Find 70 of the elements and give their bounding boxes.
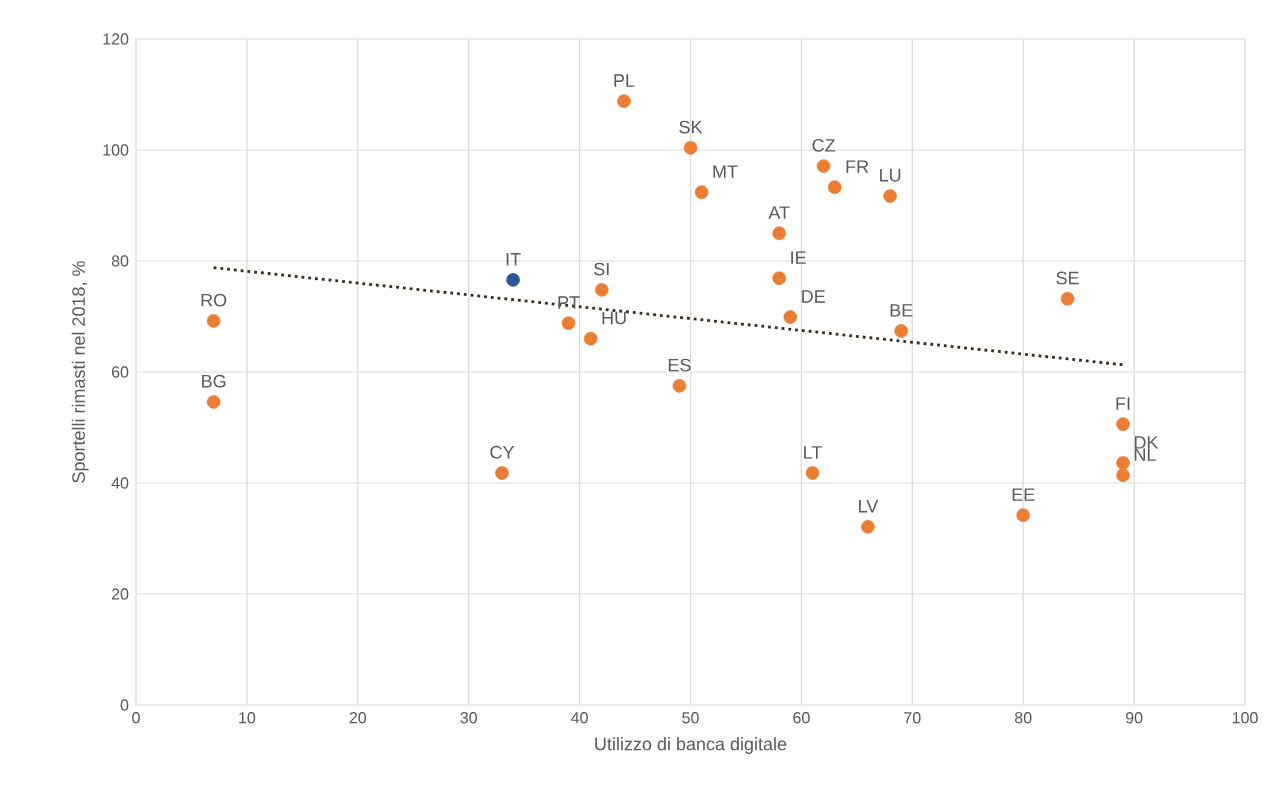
y-tick-label: 120: [103, 33, 129, 45]
point: [617, 94, 631, 108]
point: [683, 140, 698, 155]
point: [594, 283, 609, 297]
point: [495, 466, 509, 480]
annotation: IT: [506, 253, 521, 266]
point: [772, 271, 787, 286]
point: [1060, 291, 1075, 306]
point: [883, 189, 897, 203]
x-tick-label: 50: [682, 712, 699, 724]
annotation: NL: [1134, 448, 1156, 461]
point: [1116, 417, 1130, 431]
annotation: FI: [1116, 397, 1130, 410]
x-tick-label: 70: [904, 712, 921, 724]
point: [894, 324, 909, 338]
x-tick-label: 60: [793, 712, 810, 724]
annotation: BG: [202, 374, 226, 388]
point: [694, 185, 709, 199]
annotation: SK: [679, 120, 703, 134]
annotation: SE: [1056, 271, 1079, 285]
point: [206, 314, 221, 328]
point: [783, 310, 798, 324]
annotation: IE: [791, 251, 806, 264]
annotation: HU: [602, 311, 626, 325]
annotation: EE: [1012, 488, 1035, 501]
annotation: LV: [859, 500, 879, 513]
annotation: DK: [1134, 436, 1159, 449]
y-tick-label: 0: [120, 699, 129, 711]
point: [816, 159, 831, 173]
annotation: LT: [804, 446, 822, 459]
y-tick-label: 80: [111, 255, 129, 267]
x-tick-label: 20: [349, 712, 367, 724]
annotation: MT: [713, 165, 738, 178]
point: [772, 226, 787, 241]
x-tick-label: 10: [239, 712, 256, 724]
y-tick-label: 40: [111, 477, 129, 489]
x-tick-label: 100: [1232, 712, 1258, 724]
point: [827, 180, 842, 194]
y-tick-label: 60: [111, 366, 129, 378]
annotation: FR: [846, 160, 869, 173]
point: [1116, 456, 1130, 470]
point: [672, 379, 687, 393]
point: [861, 520, 875, 534]
x-tick-label: 80: [1014, 712, 1032, 724]
annotation: LU: [880, 169, 901, 182]
point: [1116, 468, 1130, 483]
annotation: ES: [668, 358, 691, 372]
x-tick-label: 40: [571, 712, 588, 724]
annotation: CY: [490, 445, 515, 459]
x-axis-title: Utilizzo di banca digitale: [595, 737, 787, 754]
point: [583, 331, 598, 346]
annotation: DE: [802, 290, 825, 303]
point: [206, 395, 221, 409]
x-tick-label: 0: [132, 712, 140, 724]
annotation: BE: [890, 304, 913, 317]
point: [506, 273, 520, 287]
annotation: RO: [201, 293, 227, 307]
y-tick-label: 20: [111, 588, 129, 600]
annotation: PL: [614, 74, 635, 87]
annotation: CZ: [812, 138, 836, 152]
annotation: PT: [558, 296, 580, 309]
x-tick-label: 30: [460, 712, 477, 724]
point: [1016, 508, 1030, 522]
y-tick-label: 100: [103, 144, 129, 156]
y-axis-title: Sportelli rimasti nel 2018, %: [71, 261, 89, 483]
point: [561, 316, 576, 330]
annotation: AT: [768, 206, 790, 219]
point: [805, 466, 820, 480]
x-tick-label: 90: [1125, 712, 1143, 724]
annotation: SI: [594, 262, 609, 276]
